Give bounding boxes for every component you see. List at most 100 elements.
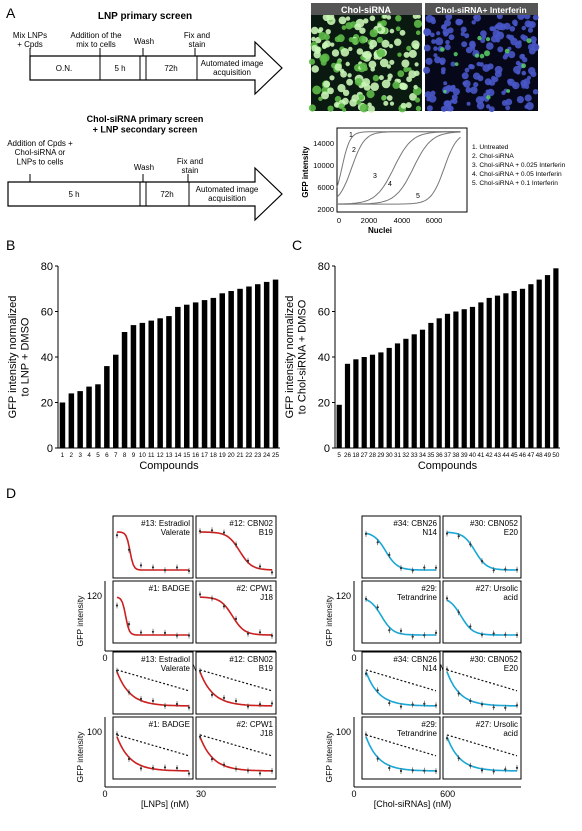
dose-ylabel: GFP intensity xyxy=(75,595,85,647)
gfp-cell xyxy=(381,79,391,89)
gfp-cell xyxy=(340,70,347,78)
gfp-cell xyxy=(345,22,353,30)
gfp-cell xyxy=(361,81,367,87)
gfp-cell xyxy=(408,49,417,59)
gfp-nuclei-chart: GFP intensity Nuclei 14000 10000 6000 20… xyxy=(301,127,566,235)
curve-legend-2: 2. Chol-siRNA xyxy=(472,153,514,160)
gfp-cell xyxy=(347,73,352,78)
nucleus-cell xyxy=(504,52,510,58)
gfp-cell xyxy=(354,78,363,86)
gfp-cell xyxy=(318,96,323,102)
chart-c-bar xyxy=(528,284,534,448)
nucleus-cell xyxy=(445,40,450,45)
dose-tile-label: #2: CPW1 J18 xyxy=(237,720,274,738)
chart-b-category-label: 8 xyxy=(123,452,127,459)
gfp-cell xyxy=(477,35,482,41)
dose-ytick-label: 100 xyxy=(87,727,102,737)
chart-b-bar xyxy=(255,284,261,448)
gfp-cell xyxy=(338,103,345,110)
chol-step-add: Addition of Cpds + Chol-siRNA or LNPs to c… xyxy=(7,139,73,166)
chart-b-bar xyxy=(201,300,208,448)
chart-b-bar xyxy=(59,402,66,448)
chart-b-category-label: 19 xyxy=(219,452,227,459)
nucleus-cell xyxy=(466,101,471,106)
dose-xlabel: [Chol-siRNAs] (nM) xyxy=(374,799,452,809)
chart-c-category-label: 39 xyxy=(461,452,469,459)
chart-b-category-label: 21 xyxy=(237,452,245,459)
gfp-cell xyxy=(397,52,402,57)
gfp-cell xyxy=(486,95,491,100)
chart-b-ytick-label: 20 xyxy=(41,398,53,410)
chart-c-ytick-label: 0 xyxy=(324,443,330,455)
micrograph-chol-sirna: Chol-siRNA xyxy=(308,3,423,113)
gfp-cell xyxy=(358,35,367,44)
chart-c-bar xyxy=(378,352,384,448)
gfp-cell xyxy=(506,89,511,93)
gfp-cell xyxy=(526,38,532,44)
chart-c-category-label: 48 xyxy=(536,452,544,459)
dose-group-br: #34: CBN26 N14 #30: CBN052 E20 #29: Tetrandri… xyxy=(324,651,522,809)
curve-ytick-3: 2000 xyxy=(317,205,334,214)
lnp-5h: 5 h xyxy=(114,64,125,73)
dose-xtick-label: 0 xyxy=(351,653,356,663)
panel-d-dose-responses: #13: Estradiol Valerate #12: CBN02 B19 #1: B… xyxy=(75,515,522,809)
nucleus-cell xyxy=(531,43,540,52)
nucleus-cell xyxy=(532,14,539,21)
gfp-cell xyxy=(389,59,395,65)
gfp-cell xyxy=(331,49,340,57)
chart-c-category-label: 32 xyxy=(402,452,410,459)
chart-c-bar xyxy=(403,338,409,448)
dose-tile-label: #12: CBN02 B19 xyxy=(229,655,273,673)
nucleus-cell xyxy=(452,98,458,105)
chol-step-wash: Wash xyxy=(134,163,154,172)
gfp-cell xyxy=(319,54,328,63)
control-fit-curve xyxy=(199,669,273,692)
chart-c-category-label: 42 xyxy=(486,452,494,459)
chart-b-bar xyxy=(148,320,154,448)
nucleus-cell xyxy=(486,42,494,50)
gfp-cell xyxy=(351,38,359,45)
dose-ylabel: GFP intensity xyxy=(324,731,334,783)
nucleus-cell xyxy=(480,38,486,44)
chart-c-bar xyxy=(478,302,484,448)
gfp-cell xyxy=(413,19,423,28)
chol-5h: 5 h xyxy=(68,190,79,199)
chol-title: Chol-siRNA primary screen + LNP secondary… xyxy=(87,114,204,134)
gfp-cell xyxy=(318,32,327,40)
chart-c-bar xyxy=(453,311,459,448)
chart-c-bar xyxy=(436,318,442,448)
dose-ylabel: GFP intensity xyxy=(324,595,334,647)
dose-tile-label: #1: BADGE xyxy=(149,720,190,729)
gfp-cell xyxy=(406,76,412,83)
chart-c-bar xyxy=(336,404,342,448)
dose-tile-label: #12: CBN02 B19 xyxy=(229,519,273,537)
nucleus-cell xyxy=(426,105,433,112)
curve-ytick-2: 6000 xyxy=(317,183,334,192)
gfp-cell xyxy=(394,38,402,46)
nucleus-cell xyxy=(488,106,495,113)
control-fit-curve xyxy=(116,669,190,692)
gfp-cell xyxy=(359,103,369,113)
gfp-cell xyxy=(345,16,351,21)
nucleus-cell xyxy=(512,83,517,88)
chart-c-category-label: 40 xyxy=(469,452,477,459)
chart-b-category-label: 20 xyxy=(228,452,236,459)
chart-b-category-label: 3 xyxy=(78,452,82,459)
gfp-cell xyxy=(369,29,378,38)
chart-c-category-label: 49 xyxy=(544,452,552,459)
nucleus-cell xyxy=(464,67,470,73)
gfp-cell xyxy=(327,105,334,112)
nucleus-cell xyxy=(423,66,431,74)
nucleus-cell xyxy=(496,31,505,40)
nucleus-cell xyxy=(469,41,476,49)
chart-c-bar xyxy=(444,313,451,448)
gfp-cell xyxy=(405,102,412,109)
curve-xtick-1: 2000 xyxy=(361,216,378,225)
gfp-cell xyxy=(338,16,347,25)
micrograph-chol-sirna-interferin: Chol-siRNA+ Interferin xyxy=(423,3,540,113)
chart-b-category-label: 1 xyxy=(61,452,65,459)
nucleus-cell xyxy=(441,67,446,72)
chart-c-category-label: 47 xyxy=(527,452,535,459)
gfp-cell xyxy=(337,84,346,93)
nucleus-cell xyxy=(509,26,516,32)
